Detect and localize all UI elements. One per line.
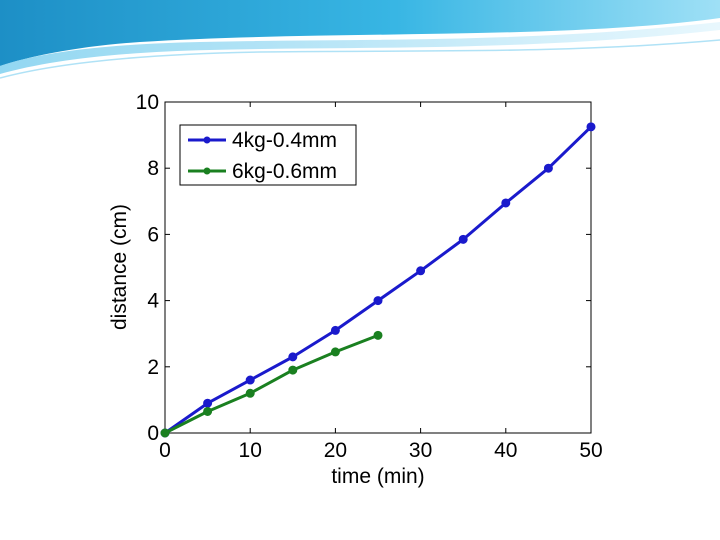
legend-entry-1: 4kg-0.4mm [188,129,337,152]
y-tick-label-5: 10 [136,91,159,114]
legend-marker-2 [203,167,211,175]
data-point [203,406,213,416]
data-point [330,347,340,357]
legend-entry-2: 6kg-0.6mm [188,160,337,183]
legend-label-2: 6kg-0.6mm [232,160,337,183]
axis-ticks [164,101,592,434]
legend-label-1: 4kg-0.4mm [232,129,337,152]
x-tick-label-4: 40 [494,439,517,462]
data-point [458,234,468,244]
data-point [245,375,255,385]
data-point [160,428,170,438]
legend-marker-1 [203,136,211,144]
y-tick-label-0: 0 [147,422,159,445]
data-point [416,266,426,276]
y-tick-label-2: 4 [147,290,159,313]
series-2 [160,330,383,438]
legend-box [179,124,357,186]
data-point [501,198,511,208]
series-layer [160,122,596,438]
legend: 4kg-0.4mm 6kg-0.6mm [179,124,357,186]
data-point [373,330,383,340]
data-point [203,398,213,408]
series-line-2 [164,333,379,435]
tick-labels: 0 10 20 30 40 50 0 2 4 6 8 10 [136,91,603,462]
x-tick-label-5: 50 [579,439,602,462]
data-point [543,163,553,173]
x-tick-label-3: 30 [409,439,432,462]
data-point [586,122,596,132]
x-tick-label-0: 0 [159,439,171,462]
data-point [245,388,255,398]
data-point [288,365,298,375]
data-point [373,296,383,306]
x-tick-label-2: 20 [324,439,347,462]
y-axis-label: distance (cm) [108,204,131,330]
y-tick-label-4: 8 [147,157,159,180]
x-axis-label: time (min) [331,465,424,488]
slide-banner [0,0,720,79]
data-point [330,325,340,335]
data-point [288,352,298,362]
y-tick-label-3: 6 [147,223,159,246]
x-tick-label-1: 10 [239,439,262,462]
y-tick-label-1: 2 [147,356,159,379]
